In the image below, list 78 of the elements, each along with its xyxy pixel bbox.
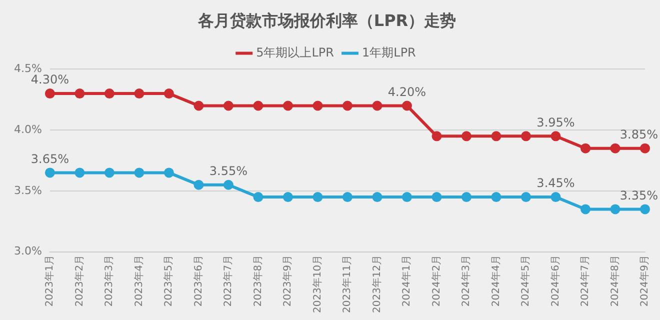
point [372, 100, 382, 111]
data-label: 3.35% [620, 188, 658, 202]
data-label: 3.55% [209, 164, 248, 178]
y-tick-label: 4.5% [14, 62, 42, 76]
point [520, 131, 531, 142]
point [372, 192, 382, 202]
point [223, 100, 234, 111]
point [74, 168, 85, 178]
point [134, 168, 144, 178]
point [253, 100, 264, 111]
point [461, 192, 472, 202]
x-tick-label: 2023年2月 [73, 254, 86, 307]
data-label: 4.30% [30, 72, 70, 87]
y-tick-label: 4.0% [14, 122, 42, 136]
point [461, 131, 472, 142]
point [402, 100, 412, 111]
legend-label: 5年期以上LPR [256, 45, 334, 60]
x-tick-label: 2024年2月 [430, 254, 442, 307]
point [164, 88, 174, 99]
x-tick-label: 2024年3月 [460, 254, 472, 307]
x-tick-label: 2023年6月 [192, 254, 204, 307]
x-tick-label: 2023年1月 [44, 254, 56, 307]
point [610, 143, 620, 154]
data-label: 3.85% [620, 127, 658, 142]
point [282, 100, 293, 111]
x-tick-label: 2023年3月 [103, 254, 116, 307]
point [640, 143, 650, 154]
point [164, 168, 174, 178]
x-tick-label: 2024年1月 [400, 254, 413, 307]
point [44, 168, 55, 178]
point [432, 131, 442, 142]
x-tick-label: 2023年9月 [282, 254, 294, 307]
point [402, 192, 412, 202]
data-label: 3.65% [30, 152, 70, 166]
x-tick-label: 2023年12月 [370, 254, 383, 314]
point [550, 192, 561, 202]
point [253, 192, 264, 202]
point [610, 204, 620, 214]
point [432, 192, 442, 202]
point [194, 100, 204, 111]
legend-label: 1年期LPR [362, 45, 416, 60]
x-tick-label: 2024年4月 [490, 254, 502, 307]
point [282, 192, 293, 202]
point [194, 180, 204, 190]
point [312, 192, 323, 202]
x-tick-label: 2023年4月 [132, 254, 145, 307]
point [223, 180, 234, 190]
point [74, 88, 85, 99]
y-tick-label: 3.5% [14, 184, 42, 197]
x-tick-label: 2023年5月 [162, 254, 175, 307]
point [491, 131, 502, 142]
point [580, 204, 590, 214]
point [44, 88, 55, 99]
data-label: 3.45% [536, 176, 575, 190]
x-tick-label: 2023年11月 [341, 254, 354, 314]
x-tick-label: 2023年7月 [222, 254, 234, 307]
data-label: 4.20% [388, 84, 426, 99]
x-tick-label: 2024年6月 [549, 254, 562, 307]
point [342, 192, 352, 202]
point [640, 204, 650, 214]
x-tick-label: 2024年5月 [520, 254, 532, 307]
x-tick-label: 2024年8月 [608, 254, 621, 307]
x-tick-label: 2024年9月 [638, 254, 651, 307]
point [342, 100, 352, 111]
data-label: 3.95% [536, 115, 575, 130]
x-tick-label: 2023年8月 [252, 254, 264, 307]
point [104, 168, 114, 178]
chart-title: 各月贷款市场报价利率（LPR）走势 [196, 10, 456, 30]
point [580, 143, 590, 154]
point [104, 88, 114, 99]
point [520, 192, 531, 202]
x-tick-label: 2024年7月 [579, 254, 592, 307]
point [134, 88, 144, 99]
point [312, 100, 323, 111]
point [491, 192, 502, 202]
x-tick-label: 2023年10月 [311, 254, 324, 314]
point [550, 131, 561, 142]
y-tick-label: 3.0% [14, 244, 42, 258]
